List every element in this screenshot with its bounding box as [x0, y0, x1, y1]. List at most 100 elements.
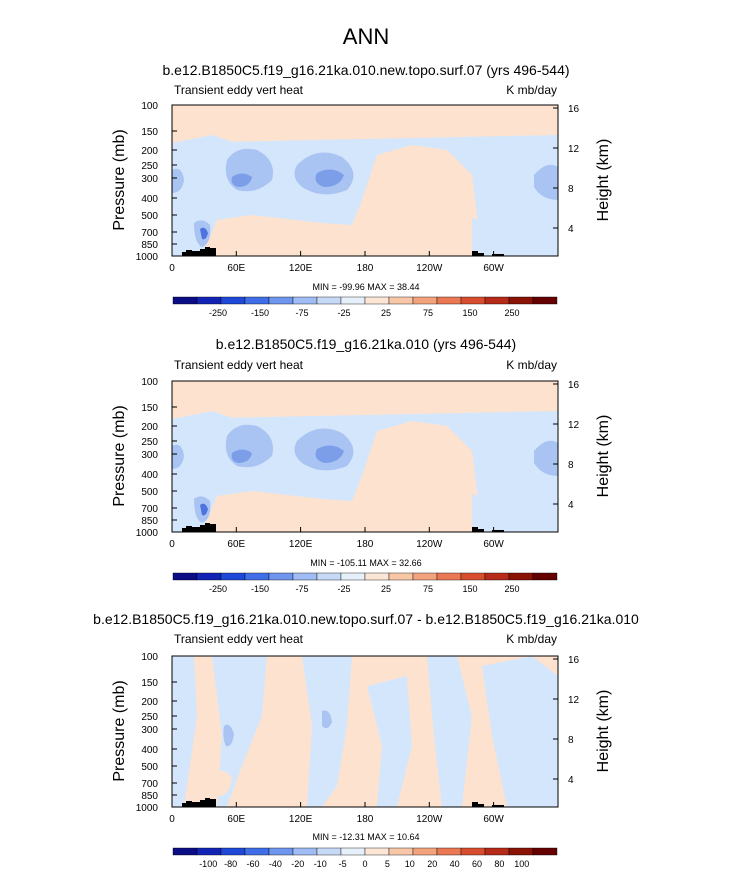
colorbar-label: -25 [337, 584, 350, 594]
panel-title: b.e12.B1850C5.f19_g16.21ka.010 (yrs 496-… [216, 336, 516, 352]
colorbar-box [196, 296, 222, 305]
colorbar-label: 0 [362, 859, 367, 869]
plot-area: 0 60E 120E 180 120W 60W 100 150 200 250 300 400 500 7… [136, 652, 580, 825]
colorbar-box [532, 572, 558, 581]
y-tick-label: 400 [141, 745, 158, 756]
colorbar-label: -20 [291, 859, 304, 869]
colorbar-label: 75 [423, 584, 433, 594]
y-tick-label: 850 [141, 240, 158, 251]
x-tick-label: 180 [357, 263, 374, 274]
colorbar-box [508, 847, 534, 856]
x-tick-label: 120E [289, 539, 313, 550]
contour-region [534, 164, 558, 200]
colorbar-label: 100 [514, 859, 529, 869]
contour-region [231, 449, 252, 463]
y-tick-label: 1000 [136, 803, 159, 814]
colorbar-label: 40 [450, 859, 460, 869]
x-tick-label: 0 [169, 263, 175, 274]
colorbar-label: -75 [295, 584, 308, 594]
colorbar-label: 5 [385, 859, 390, 869]
contour-region [212, 656, 267, 807]
y-tick-label: 300 [141, 450, 158, 461]
contour-region [315, 445, 344, 463]
contour-region [534, 440, 558, 476]
main-title: ANN [343, 24, 389, 49]
y2-tick-label: 16 [568, 104, 580, 115]
colorbar-label: 75 [423, 308, 433, 318]
x-tick-label: 120W [416, 539, 443, 550]
y-axis-label: Pressure (mb) [111, 405, 128, 506]
colorbar-box [244, 572, 270, 581]
x-tick-label: 120E [289, 263, 313, 274]
contour-region [172, 168, 184, 193]
colorbar-box [388, 296, 414, 305]
y-tick-label: 150 [141, 678, 158, 689]
colorbar-box [340, 847, 366, 856]
y-tick-label: 500 [141, 762, 158, 773]
panel-title: b.e12.B1850C5.f19_g16.21ka.010.new.topo.… [93, 611, 639, 627]
x-tick-label: 60W [483, 263, 504, 274]
y-axis-label: Pressure (mb) [111, 129, 128, 230]
contour-region [322, 710, 332, 729]
y-tick-label: 1000 [136, 528, 159, 539]
colorbar-box [484, 572, 510, 581]
y-tick-label: 500 [141, 211, 158, 222]
y2-axis-label: Height (km) [595, 139, 612, 222]
colorbar-label: -25 [337, 308, 350, 318]
y-tick-label: 700 [141, 779, 158, 790]
colorbar-box [340, 572, 366, 581]
colorbar-box [268, 572, 294, 581]
contour-region [231, 173, 252, 187]
panel-title: b.e12.B1850C5.f19_g16.21ka.010.new.topo.… [162, 62, 569, 78]
y-tick-label: 150 [141, 127, 158, 138]
x-tick-label: 120W [416, 263, 443, 274]
variable-label: Transient eddy vert heat [174, 83, 304, 97]
x-tick-label: 180 [357, 539, 374, 550]
colorbar-label: -60 [246, 859, 259, 869]
y-tick-label: 100 [141, 377, 158, 388]
colorbar-box [220, 296, 246, 305]
panel-1: b.e12.B1850C5.f19_g16.21ka.010.new.topo.… [111, 62, 612, 318]
panel-3: b.e12.B1850C5.f19_g16.21ka.010.new.topo.… [93, 611, 639, 869]
colorbar-box [292, 847, 318, 856]
colorbar-label: -10 [314, 859, 327, 869]
colorbar: -100 -80 -60 -40 -20 -10 -5 0 5 10 20 40 60 80 100 [172, 847, 558, 869]
colorbar-box [508, 296, 534, 305]
x-tick-label: 120E [289, 814, 313, 825]
colorbar-box [412, 572, 438, 581]
topography [182, 523, 504, 532]
colorbar-label: 20 [427, 859, 437, 869]
y2-tick-label: 16 [568, 380, 580, 391]
colorbar-box [316, 296, 342, 305]
x-tick-label: 60E [227, 263, 245, 274]
x-tick-label: 60E [227, 539, 245, 550]
stats-label: MIN = -12.31 MAX = 10.64 [312, 832, 419, 842]
units-label: K mb/day [506, 632, 557, 646]
colorbar-label: 10 [405, 859, 415, 869]
y-tick-label: 200 [141, 697, 158, 708]
colorbar-box [532, 296, 558, 305]
colorbar-box [436, 296, 462, 305]
x-tick-label: 60E [227, 814, 245, 825]
y2-tick-label: 12 [568, 144, 580, 155]
y-tick-label: 400 [141, 470, 158, 481]
colorbar-box [388, 572, 414, 581]
contour-region [223, 724, 234, 747]
y-tick-label: 700 [141, 228, 158, 239]
colorbar-box [172, 296, 198, 305]
colorbar-box [412, 847, 438, 856]
colorbar-box [340, 296, 366, 305]
y-tick-label: 500 [141, 487, 158, 498]
colorbar-box [172, 572, 198, 581]
colorbar-box [364, 847, 390, 856]
contour-region [472, 217, 558, 256]
contour-region [472, 493, 558, 532]
y2-tick-label: 4 [568, 500, 574, 511]
contour-region [367, 676, 412, 807]
colorbar-label: -75 [295, 308, 308, 318]
colorbar-label: 80 [494, 859, 504, 869]
colorbar-box [268, 847, 294, 856]
contour-region [315, 169, 344, 187]
colorbar-label: 60 [472, 859, 482, 869]
y-tick-label: 100 [141, 101, 158, 112]
